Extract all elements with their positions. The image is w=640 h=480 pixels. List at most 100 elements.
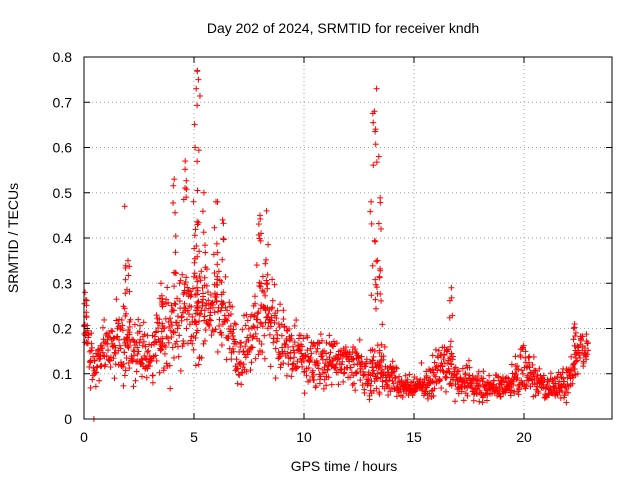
data-point [378,225,384,232]
data-point [86,348,93,355]
data-point [199,302,206,309]
data-point [373,385,380,392]
data-point [464,384,471,391]
data-point [431,359,438,366]
data-point [171,283,178,290]
data-point [249,344,256,351]
data-point [107,354,114,361]
data-point [529,361,536,368]
data-point [532,368,539,375]
data-point [216,322,223,329]
data-point [201,282,208,289]
data-point [442,373,449,380]
data-point [92,383,99,390]
data-point [230,348,237,355]
data-point [434,367,441,374]
data-point [110,335,117,342]
data-point [214,198,221,205]
data-point [568,353,575,360]
data-point [175,322,182,329]
data-point [183,325,190,332]
data-point [328,381,335,388]
data-point [560,375,567,382]
data-point [205,297,212,304]
data-point [370,367,377,374]
data-point [252,300,259,307]
data-point [375,153,382,160]
data-point [173,338,180,345]
data-point [112,361,119,368]
data-point [383,381,390,388]
data-point [165,339,172,346]
data-point [196,92,203,99]
data-point [355,354,362,361]
data-point [243,368,250,375]
data-point [191,232,198,239]
data-point [275,321,282,328]
data-point [518,367,525,374]
data-point [583,331,590,338]
data-point [122,290,129,297]
data-point [254,324,261,331]
data-point [242,322,249,329]
data-point [446,369,453,376]
data-point [179,271,186,278]
data-point [176,332,183,339]
data-point [570,325,577,332]
x-tick-label: 0 [80,429,88,445]
x-tick-label: 15 [406,429,422,445]
data-point [288,373,295,380]
data-point [563,399,570,406]
data-point [458,388,465,395]
data-point [321,376,328,383]
data-point [111,375,118,382]
data-point [284,350,291,357]
data-point [315,365,322,372]
data-point [374,257,381,264]
data-point [496,385,503,392]
data-point [172,209,179,216]
data-point [352,387,359,394]
data-point [448,350,455,357]
data-point [255,309,262,316]
data-point [435,347,442,354]
data-point [304,347,311,354]
data-point [173,319,180,326]
data-point [239,326,246,333]
data-point [250,323,257,330]
data-point [370,119,377,126]
data-point [264,325,271,332]
data-point [202,326,209,333]
data-point [308,350,315,357]
data-point [584,351,591,358]
data-point [570,374,577,381]
data-point [515,366,522,373]
data-point [349,382,356,389]
data-point [280,360,287,367]
data-point [373,258,380,265]
data-point [149,379,156,386]
data-point [161,365,168,372]
data-point [317,331,324,338]
data-point [479,399,486,406]
data-point [476,398,483,405]
data-point [200,189,207,196]
data-point [183,177,190,184]
data-point [122,276,129,283]
data-point [257,215,264,222]
data-point [313,348,320,355]
data-point [194,287,201,294]
data-point [171,176,178,183]
data-point [379,321,386,328]
data-point [202,242,209,249]
data-point [381,385,388,392]
data-point [273,338,280,345]
data-point [347,374,354,381]
data-point [455,368,462,375]
data-point [301,358,308,365]
data-point [335,355,342,362]
data-point [445,365,452,372]
data-point [188,303,195,310]
data-point [228,356,235,363]
data-point [156,369,163,376]
